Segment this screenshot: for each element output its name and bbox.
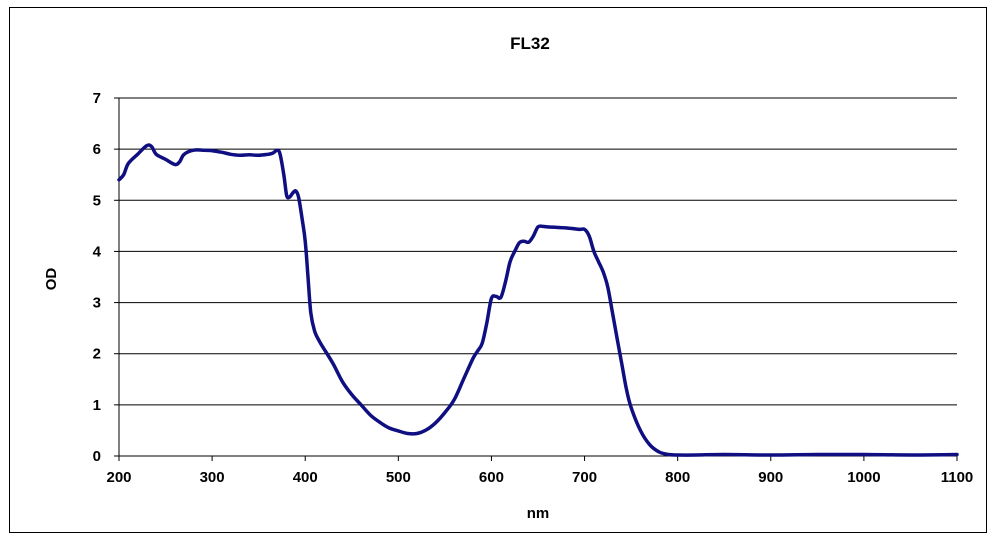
y-axis-title: OD	[43, 268, 60, 291]
x-tick-label: 800	[665, 469, 690, 486]
x-tick-label: 500	[386, 469, 411, 486]
y-tick-label: 7	[93, 90, 101, 107]
y-tick-labels: 0 1 2 3 4 5 6 7	[93, 90, 102, 465]
y-tick-label: 6	[93, 141, 101, 158]
chart-frame	[9, 7, 987, 533]
x-axis-title: nm	[527, 505, 550, 522]
x-tick-label: 1000	[847, 469, 880, 486]
x-tick-label: 900	[758, 469, 783, 486]
y-tick-label: 0	[93, 448, 101, 465]
x-tick-label: 600	[479, 469, 504, 486]
gridlines	[119, 97, 957, 406]
x-tick-label: 700	[572, 469, 597, 486]
x-tick-label: 1100	[941, 469, 974, 486]
series-group	[117, 143, 959, 457]
axes	[114, 97, 958, 461]
chart-title: FL32	[510, 34, 550, 53]
series-line-0	[117, 143, 959, 457]
y-tick-label: 1	[93, 397, 101, 414]
y-tick-label: 3	[93, 295, 101, 312]
y-tick-label: 5	[93, 192, 101, 209]
y-tick-label: 4	[93, 243, 102, 260]
x-tick-labels: 200 300 400 500 600 700 800 900 1000 1100	[106, 469, 973, 486]
x-tick-label: 400	[293, 469, 318, 486]
y-tick-label: 2	[93, 346, 101, 363]
x-tick-label: 300	[200, 469, 225, 486]
x-tick-label: 200	[106, 469, 131, 486]
